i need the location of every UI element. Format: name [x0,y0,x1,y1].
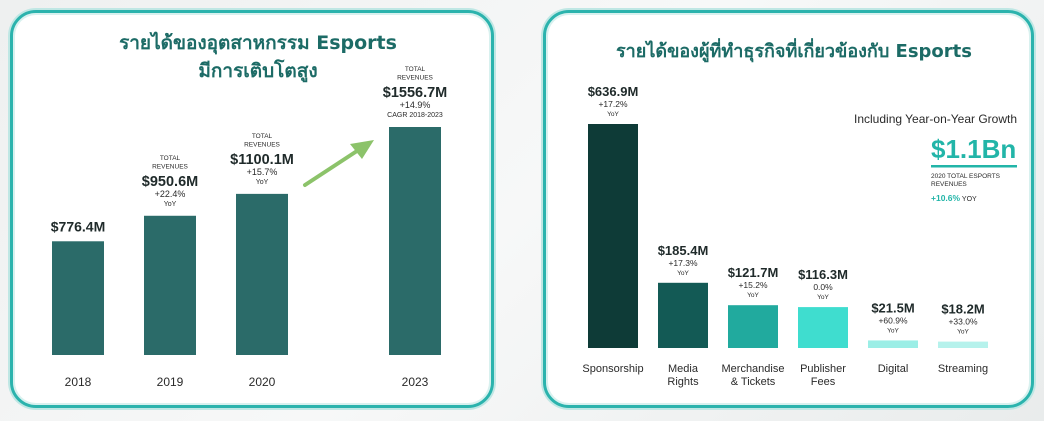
chart-title: รายได้ของผู้ที่ทำธุรกิจที่เกี่ยวข้องกับ … [616,38,972,63]
x-tick-media-rights-0: Media [668,363,699,375]
callout-growth-value: +10.6% [931,193,961,203]
callout-underline [931,165,1017,168]
callout-total-label-0: 2020 TOTAL ESPORTS [931,173,1001,180]
chart-subtitle: มีการเติบโตสูง [198,59,317,83]
growth-publisher-fees: 0.0% [813,282,833,292]
data-label-digital: $21.5M [871,300,914,315]
x-tick-digital-0: Digital [878,363,909,375]
bar-2018 [52,241,104,355]
data-label-2018: $776.4M [51,218,105,234]
annotation-2020-0: YoY [256,179,269,186]
bar-sponsorship [588,124,638,348]
data-label-2023: $1556.7M [383,85,448,101]
bar-media-rights [658,282,708,348]
data-label-sponsorship: $636.9M [588,84,639,99]
growth-sponsorship: +17.2% [598,99,628,109]
callout-growth: +10.6% YOY [931,193,977,203]
left-revenue-chart: รายได้ของอุตสาหกรรม Esports มีการเติบโตสู… [51,31,448,389]
right-chart-panel: รายได้ของผู้ที่ทำธุรกิจที่เกี่ยวข้องกับ … [543,10,1034,408]
x-tick-merchandise-tickets-1: & Tickets [731,376,776,388]
annotation-2019-1: +22.4% [155,189,186,199]
callout-total: $1.1Bn [931,134,1016,164]
x-tick-merchandise-tickets-0: Merchandise [722,363,785,375]
x-tick-streaming-0: Streaming [938,363,988,375]
annotation-2023-3: REVENUES [397,75,433,82]
annotation-2023-0: CAGR 2018-2023 [387,112,443,119]
bar-2020 [236,193,288,355]
growth-arrow-shaft [303,147,362,187]
annotation-2020-3: REVENUES [244,141,280,148]
growth-streaming: +33.0% [948,317,978,327]
growth-media-rights: +17.3% [668,258,698,268]
data-label-2020: $1100.1M [230,152,294,168]
bar-streaming [938,341,988,348]
x-tick-2023: 2023 [402,375,429,389]
bar-2019 [144,215,196,355]
chart-title: รายได้ของอุตสาหกรรม Esports [119,31,397,55]
callout-heading: Including Year-on-Year Growth [854,112,1017,126]
x-tick-publisher-fees-1: Fees [811,376,836,388]
annotation-2019-4: TOTAL [160,155,181,162]
data-label-media-rights: $185.4M [658,243,709,258]
x-tick-2018: 2018 [65,375,92,389]
x-tick-publisher-fees-0: Publisher [800,363,846,375]
bar-2023 [389,127,441,355]
data-label-publisher-fees: $116.3M [798,267,848,282]
yoy-media-rights: YoY [677,270,689,277]
yoy-sponsorship: YoY [607,111,619,118]
annotation-2020-1: +15.7% [247,167,278,177]
annotation-2023-4: TOTAL [405,66,426,73]
yoy-publisher-fees: YoY [817,294,829,301]
bar-publisher-fees [798,307,848,348]
data-label-streaming: $18.2M [941,302,984,317]
data-label-merchandise-tickets: $121.7M [728,265,779,280]
right-segment-chart: รายได้ของผู้ที่ทำธุรกิจที่เกี่ยวข้องกับ … [582,38,1017,388]
yoy-merchandise-tickets: YoY [747,292,759,299]
bar-merchandise-tickets [728,305,778,348]
annotation-2019-0: YoY [164,201,177,208]
annotation-2020-4: TOTAL [252,133,273,140]
callout-total-label-1: REVENUES [931,181,967,188]
growth-arrow-head [350,140,374,159]
annotation-2023-1: +14.9% [400,100,431,110]
data-label-2019: $950.6M [142,174,198,190]
annotation-2019-3: REVENUES [152,163,188,170]
callout-growth-suffix: YOY [960,196,977,203]
growth-merchandise-tickets: +15.2% [738,280,768,290]
left-chart-panel: รายได้ของอุตสาหกรรม Esports มีการเติบโตสู… [10,10,494,408]
growth-digital: +60.9% [878,315,908,325]
yoy-streaming: YoY [957,329,969,336]
x-tick-2020: 2020 [249,375,276,389]
x-tick-sponsorship-0: Sponsorship [582,363,643,375]
x-tick-media-rights-1: Rights [667,376,699,388]
yoy-digital: YoY [887,327,899,334]
x-tick-2019: 2019 [157,375,184,389]
bar-digital [868,340,918,348]
